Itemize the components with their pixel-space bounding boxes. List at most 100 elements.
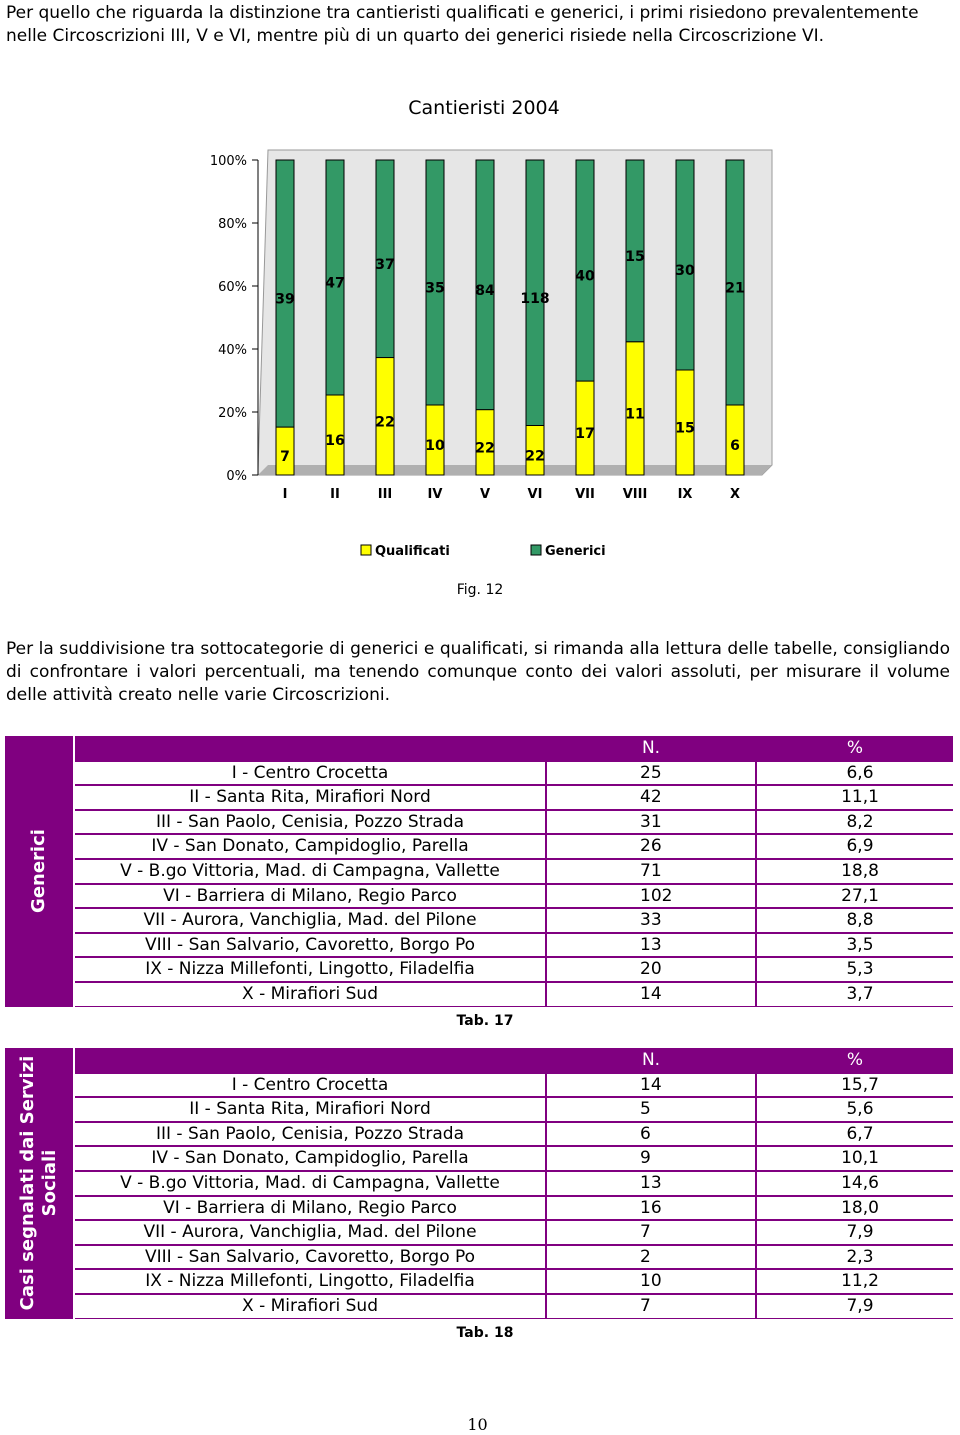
- table-caption: Tab. 17: [456, 1012, 514, 1029]
- table-cell: 33: [547, 909, 755, 932]
- y-tick-label: 80%: [218, 217, 247, 232]
- page-number: 10: [467, 1415, 488, 1434]
- y-tick-label: 20%: [218, 406, 247, 421]
- header-cell: %: [846, 738, 864, 758]
- x-tick-label: II: [330, 487, 340, 502]
- table-cell: III - San Paolo, Cenisia, Pozzo Strada: [75, 810, 545, 834]
- data-label: 11: [625, 406, 644, 422]
- table-cell: 7: [547, 1295, 755, 1318]
- y-tick-label: 0%: [226, 469, 247, 484]
- data-label: 15: [625, 249, 644, 265]
- bar-segment: [625, 159, 645, 343]
- x-tick-label: VI: [528, 487, 543, 502]
- data-label: 47: [325, 276, 344, 292]
- bar-segment: [475, 159, 495, 411]
- bar-segment: [725, 159, 745, 406]
- data-label: 10: [425, 438, 445, 454]
- side-label: Generici: [28, 829, 49, 914]
- table-cell: VIII - San Salvario, Cavoretto, Borgo Po: [75, 1245, 545, 1269]
- table-cell: X - Mirafiori Sud: [75, 983, 545, 1006]
- data-label: 21: [725, 281, 744, 297]
- x-tick-label: I: [283, 487, 288, 502]
- table-cell: 8,8: [757, 909, 953, 932]
- table-cell: VII - Aurora, Vanchiglia, Mad. del Pilon…: [75, 1221, 545, 1244]
- table-cell: 20: [547, 958, 755, 981]
- table-cell: 18,0: [757, 1196, 953, 1220]
- table-cell: 31: [547, 810, 755, 834]
- table-cell: 15,7: [757, 1073, 953, 1097]
- bar-segment: [425, 159, 445, 406]
- header-cell: %: [846, 1050, 864, 1070]
- table-cell: VI - Barriera di Milano, Regio Parco: [75, 884, 545, 908]
- legend-swatch: [530, 544, 542, 556]
- table-caption: Tab. 18: [456, 1324, 514, 1341]
- table-cell: 3,7: [757, 983, 953, 1006]
- table-cell: V - B.go Vittoria, Mad. di Campagna, Val…: [75, 1172, 545, 1195]
- table-cell: III - San Paolo, Cenisia, Pozzo Strada: [75, 1122, 545, 1146]
- table-cell: 2: [547, 1245, 755, 1269]
- chart-title: Cantieristi 2004: [408, 97, 559, 119]
- table-cell: 10,1: [757, 1147, 953, 1170]
- table-cell: 13: [547, 933, 755, 957]
- table-cell: II - Santa Rita, Mirafiori Nord: [75, 786, 545, 809]
- table-cell: IX - Nizza Millefonti, Lingotto, Filadel…: [75, 958, 545, 981]
- bar-segment: [525, 159, 545, 426]
- table-cell: II - Santa Rita, Mirafiori Nord: [75, 1098, 545, 1121]
- table-cell: VII - Aurora, Vanchiglia, Mad. del Pilon…: [75, 909, 545, 932]
- table-cell: 8,2: [757, 810, 953, 834]
- data-label: 7: [280, 449, 290, 465]
- x-tick-label: IV: [428, 487, 443, 502]
- bar-segment: [575, 159, 595, 382]
- table-cell: 16: [547, 1196, 755, 1220]
- table-cell: VI - Barriera di Milano, Regio Parco: [75, 1196, 545, 1220]
- data-label: 22: [375, 414, 394, 430]
- table-cell: 14: [547, 1073, 755, 1097]
- data-label: 22: [475, 440, 494, 456]
- bar-segment: [675, 159, 695, 371]
- data-label: 118: [520, 291, 549, 307]
- table-cell: 7,9: [757, 1295, 953, 1318]
- data-label: 37: [375, 257, 394, 273]
- table-cell: 42: [547, 786, 755, 809]
- table-cell: IV - San Donato, Campidoglio, Parella: [75, 1147, 545, 1170]
- table-cell: I - Centro Crocetta: [75, 761, 545, 785]
- table-cell: 5,3: [757, 958, 953, 981]
- data-label: 15: [675, 421, 694, 437]
- table-cell: 13: [547, 1172, 755, 1195]
- data-label: 16: [325, 433, 344, 449]
- table-cell: VIII - San Salvario, Cavoretto, Borgo Po: [75, 933, 545, 957]
- header-cell: N.: [641, 738, 661, 758]
- table-cell: 11,2: [757, 1270, 953, 1293]
- table-cell: 14,6: [757, 1172, 953, 1195]
- intro: Per quello che riguarda la distinzione t…: [6, 3, 919, 46]
- table-cell: 6,7: [757, 1122, 953, 1146]
- bar-segment: [325, 159, 345, 396]
- table-cell: 7: [547, 1221, 755, 1244]
- table-cell: 18,8: [757, 860, 953, 883]
- table-cell: 26: [547, 835, 755, 858]
- data-label: 84: [475, 283, 495, 299]
- header-cell: N.: [641, 1050, 661, 1070]
- table-cell: 71: [547, 860, 755, 883]
- x-tick-label: VII: [575, 487, 595, 502]
- data-label: 6: [730, 438, 740, 454]
- x-tick-label: V: [480, 487, 490, 502]
- table-cell: 5: [547, 1098, 755, 1121]
- y-tick-label: 100%: [210, 154, 247, 169]
- table-cell: IV - San Donato, Campidoglio, Parella: [75, 835, 545, 858]
- figure-caption: Fig. 12: [456, 582, 504, 598]
- legend-label: Qualificati: [375, 544, 450, 559]
- x-tick-label: III: [378, 487, 393, 502]
- legend-swatch: [360, 544, 372, 556]
- bar-segment: [375, 159, 395, 359]
- paragraph: Per la suddivisione tra sottocategorie d…: [6, 639, 950, 705]
- table-cell: 6,9: [757, 835, 953, 858]
- table-cell: 9: [547, 1147, 755, 1170]
- table-cell: 5,6: [757, 1098, 953, 1121]
- x-tick-label: VIII: [623, 487, 648, 502]
- table-cell: 6: [547, 1122, 755, 1146]
- bar-segment: [275, 159, 295, 428]
- data-label: 40: [575, 269, 595, 285]
- x-tick-label: X: [730, 487, 740, 502]
